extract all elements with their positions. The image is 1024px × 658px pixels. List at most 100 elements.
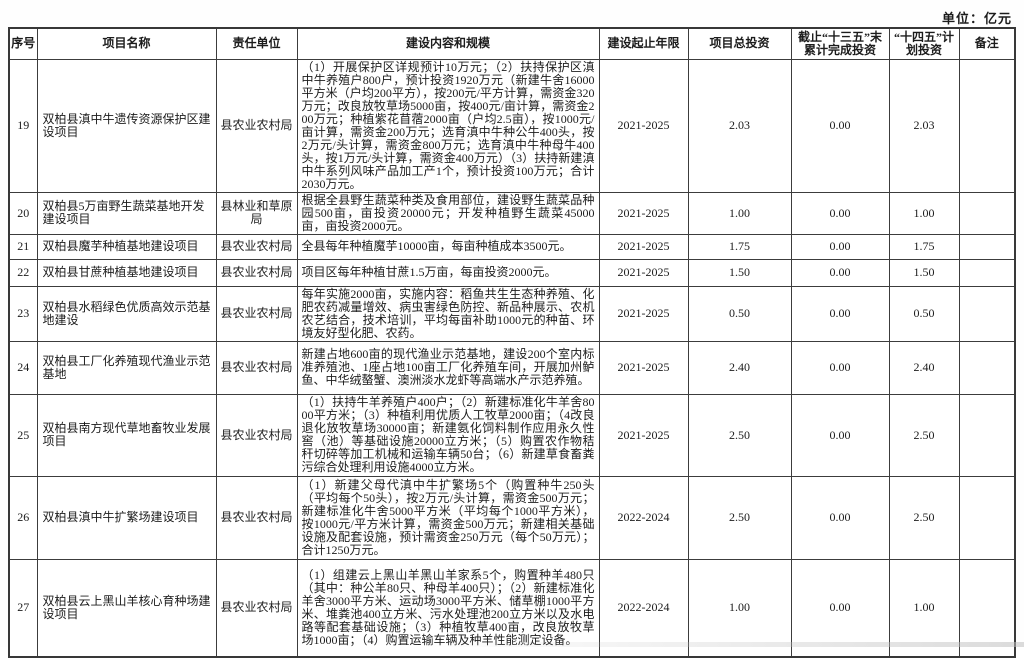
cell-completed: 0.00: [790, 285, 890, 342]
table-row: 21 双柏县魔芋种植基地建设项目 县农业农村局 全县每年种植魔芋10000亩，每…: [8, 233, 1016, 260]
col-header-planned-investment: “十四五”计划投资: [888, 27, 960, 60]
cell-total: 2.03: [687, 58, 792, 193]
cell-planned: 1.50: [888, 258, 960, 287]
cell-completed: 0.00: [790, 258, 890, 287]
cell-index: 19: [8, 58, 38, 193]
cell-planned: 0.50: [888, 285, 960, 342]
col-header-index: 序号: [8, 27, 38, 60]
cell-content: （1）扶持牛羊养殖户400户；（2）新建标准化牛羊舍8000平方米；（3）种植利…: [296, 393, 600, 477]
cell-responsible-unit: 县农业农村局: [215, 58, 298, 193]
col-header-note: 备注: [958, 27, 1016, 60]
cell-index: 27: [8, 558, 38, 658]
cell-planned: 1.00: [888, 191, 960, 235]
cell-note: [958, 393, 1016, 477]
col-header-content-scale: 建设内容和规模: [296, 27, 600, 60]
project-plan-table: 序号 项目名称 责任单位 建设内容和规模 建设起止年限 项目总投资 截止“十三五…: [8, 27, 1016, 658]
cell-period: 2021-2025: [598, 285, 689, 342]
cell-responsible-unit: 县农业农村局: [215, 233, 298, 260]
cell-project-name: 双柏县滇中牛扩繁场建设项目: [36, 475, 217, 560]
col-header-total-investment: 项目总投资: [687, 27, 792, 60]
cell-period: 2022-2024: [598, 475, 689, 560]
cell-content: （1）组建云上黑山羊黑山羊家系5个，购置种羊480只（其中：种公羊80只、种母羊…: [296, 558, 600, 658]
cell-responsible-unit: 县农业农村局: [215, 285, 298, 342]
unit-label: 单位：亿元: [941, 11, 1012, 26]
cell-period: 2021-2025: [598, 233, 689, 260]
cell-note: [958, 58, 1016, 193]
cell-period: 2021-2025: [598, 340, 689, 395]
cell-period: 2021-2025: [598, 258, 689, 287]
cell-planned: 1.75: [888, 233, 960, 260]
cell-project-name: 双柏县滇中牛遗传资源保护区建设项目: [36, 58, 217, 193]
cell-note: [958, 475, 1016, 560]
cell-content: 根据全县野生蔬菜种类及食用部位，建设野生蔬菜品种园500亩，亩投资20000元；…: [296, 191, 600, 235]
cell-note: [958, 285, 1016, 342]
cell-total: 2.50: [687, 475, 792, 560]
cell-note: [958, 558, 1016, 658]
cell-project-name: 双柏县云上黑山羊核心育种场建设项目: [36, 558, 217, 658]
cell-period: 2021-2025: [598, 393, 689, 477]
cell-total: 1.75: [687, 233, 792, 260]
table-row: 19 双柏县滇中牛遗传资源保护区建设项目 县农业农村局 （1）开展保护区详规预计…: [8, 58, 1016, 193]
table-row: 22 双柏县甘蔗种植基地建设项目 县农业农村局 项目区每年种植甘蔗1.5万亩，每…: [8, 258, 1016, 287]
cell-responsible-unit: 县农业农村局: [215, 258, 298, 287]
col-header-period: 建设起止年限: [598, 27, 689, 60]
cell-project-name: 双柏县工厂化养殖现代渔业示范基地: [36, 340, 217, 395]
scan-edge-artifact: [420, 642, 1024, 647]
cell-content: 每年实施2000亩，实施内容：稻鱼共生生态种养殖、化肥农药减量增效、病虫害绿色防…: [296, 285, 600, 342]
table-row: 23 双柏县水稻绿色优质高效示范基地建设 县农业农村局 每年实施2000亩，实施…: [8, 285, 1016, 342]
cell-completed: 0.00: [790, 191, 890, 235]
cell-project-name: 双柏县甘蔗种植基地建设项目: [36, 258, 217, 287]
cell-responsible-unit: 县农业农村局: [215, 475, 298, 560]
cell-project-name: 双柏县南方现代草地畜牧业发展项目: [36, 393, 217, 477]
cell-planned: 2.50: [888, 393, 960, 477]
cell-content: 新建占地600亩的现代渔业示范基地，建设200个室内标准养殖池、1座占地100亩…: [296, 340, 600, 395]
cell-planned: 2.40: [888, 340, 960, 395]
cell-completed: 0.00: [790, 393, 890, 477]
cell-period: 2021-2025: [598, 58, 689, 193]
table-row: 27 双柏县云上黑山羊核心育种场建设项目 县农业农村局 （1）组建云上黑山羊黑山…: [8, 558, 1016, 658]
cell-note: [958, 191, 1016, 235]
cell-project-name: 双柏县水稻绿色优质高效示范基地建设: [36, 285, 217, 342]
cell-planned: 2.03: [888, 58, 960, 193]
cell-index: 24: [8, 340, 38, 395]
table-row: 26 双柏县滇中牛扩繁场建设项目 县农业农村局 （1）新建父母代滇中牛扩繁场5个…: [8, 475, 1016, 560]
cell-responsible-unit: 县农业农村局: [215, 393, 298, 477]
cell-completed: 0.00: [790, 58, 890, 193]
cell-completed: 0.00: [790, 340, 890, 395]
cell-index: 26: [8, 475, 38, 560]
cell-responsible-unit: 县农业农村局: [215, 340, 298, 395]
cell-index: 22: [8, 258, 38, 287]
cell-content: （1）新建父母代滇中牛扩繁场5个（购置种牛250头（平均每个50头），按2万元/…: [296, 475, 600, 560]
table-row: 20 双柏县5万亩野生蔬菜基地开发建设项目 县林业和草原局 根据全县野生蔬菜种类…: [8, 191, 1016, 235]
cell-index: 21: [8, 233, 38, 260]
cell-index: 23: [8, 285, 38, 342]
cell-index: 20: [8, 191, 38, 235]
cell-note: [958, 233, 1016, 260]
table-row: 24 双柏县工厂化养殖现代渔业示范基地 县农业农村局 新建占地600亩的现代渔业…: [8, 340, 1016, 395]
cell-project-name: 双柏县魔芋种植基地建设项目: [36, 233, 217, 260]
cell-period: 2021-2025: [598, 191, 689, 235]
cell-project-name: 双柏县5万亩野生蔬菜基地开发建设项目: [36, 191, 217, 235]
cell-period: 2022-2024: [598, 558, 689, 658]
cell-completed: 0.00: [790, 233, 890, 260]
cell-note: [958, 258, 1016, 287]
cell-total: 2.50: [687, 393, 792, 477]
table-row: 25 双柏县南方现代草地畜牧业发展项目 县农业农村局 （1）扶持牛羊养殖户400…: [8, 393, 1016, 477]
cell-responsible-unit: 县林业和草原局: [215, 191, 298, 235]
cell-completed: 0.00: [790, 475, 890, 560]
cell-total: 1.50: [687, 258, 792, 287]
table-header-row: 序号 项目名称 责任单位 建设内容和规模 建设起止年限 项目总投资 截止“十三五…: [8, 27, 1016, 60]
col-header-completed-investment: 截止“十三五”末累计完成投资: [790, 27, 890, 60]
cell-total: 1.00: [687, 191, 792, 235]
cell-content: （1）开展保护区详规预计10万元；（2）扶持保护区滇中牛养殖户800户，预计投资…: [296, 58, 600, 193]
cell-index: 25: [8, 393, 38, 477]
col-header-responsible-unit: 责任单位: [215, 27, 298, 60]
cell-total: 0.50: [687, 285, 792, 342]
cell-responsible-unit: 县农业农村局: [215, 558, 298, 658]
cell-planned: 2.50: [888, 475, 960, 560]
col-header-project-name: 项目名称: [36, 27, 217, 60]
cell-content: 项目区每年种植甘蔗1.5万亩，每亩投资2000元。: [296, 258, 600, 287]
cell-total: 2.40: [687, 340, 792, 395]
cell-planned: 1.00: [888, 558, 960, 658]
